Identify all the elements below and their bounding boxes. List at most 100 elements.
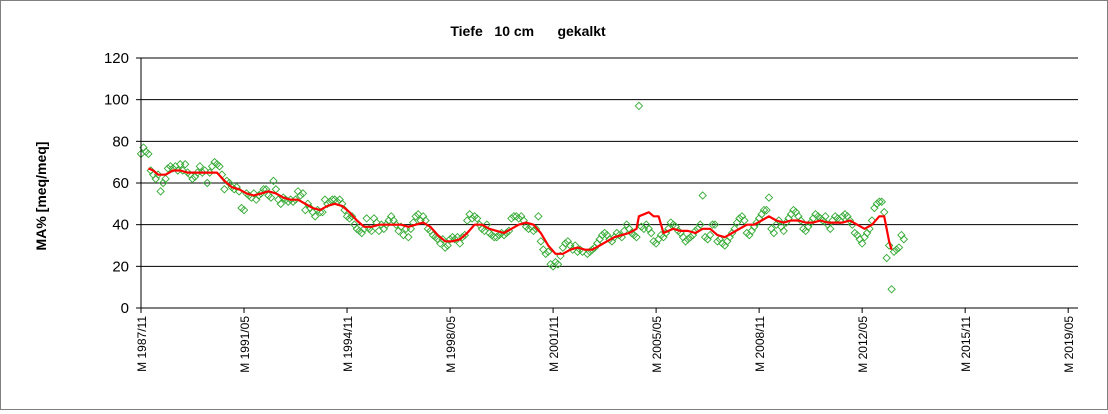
data-point xyxy=(740,216,749,225)
data-point xyxy=(796,216,806,225)
data-point xyxy=(534,212,543,221)
y-tick-label: 40 xyxy=(112,217,129,234)
data-point xyxy=(355,226,364,236)
x-tick-label: M 1991/05 xyxy=(238,316,252,373)
data-point xyxy=(696,220,705,229)
data-point xyxy=(298,189,308,198)
data-point xyxy=(708,220,717,229)
data-point xyxy=(276,199,286,209)
data-point xyxy=(524,224,533,234)
data-point xyxy=(347,212,357,221)
data-point xyxy=(894,243,904,252)
trend-line xyxy=(147,167,893,255)
data-point xyxy=(391,220,401,229)
data-point xyxy=(315,207,325,217)
data-point xyxy=(541,249,550,259)
data-point xyxy=(531,224,541,234)
data-point xyxy=(764,193,774,202)
data-point xyxy=(664,224,673,234)
data-point xyxy=(440,243,450,252)
data-point xyxy=(499,230,509,240)
x-tick-label: M 2005/05 xyxy=(650,316,664,373)
x-tick-label: M 1998/05 xyxy=(444,316,458,373)
data-point xyxy=(266,193,276,202)
data-point xyxy=(877,197,887,206)
data-point xyxy=(200,166,210,175)
data-point xyxy=(215,162,224,171)
data-point xyxy=(889,247,899,256)
x-tick-labels: M 1987/11 M 1991/05 M 1994/11 M 1998/05 M 20… xyxy=(135,316,1076,373)
data-point xyxy=(543,247,553,256)
data-point xyxy=(205,168,214,177)
chart-title: Tiefe 10 cm gekalkt xyxy=(450,23,606,39)
data-point xyxy=(492,232,501,242)
data-point xyxy=(178,166,187,175)
data-point xyxy=(561,239,570,248)
data-point xyxy=(899,235,909,244)
y-tick-labels: 0 20 40 60 80 100 120 xyxy=(104,50,129,317)
data-point xyxy=(470,212,479,221)
data-point xyxy=(345,214,354,223)
data-point xyxy=(882,253,891,263)
data-point xyxy=(857,239,867,248)
data-point xyxy=(472,214,482,223)
data-point xyxy=(514,214,523,223)
data-point xyxy=(480,226,489,236)
y-tick-label: 20 xyxy=(112,258,129,275)
x-tick-label: M 2001/11 xyxy=(547,316,561,372)
data-point xyxy=(762,205,771,215)
data-point xyxy=(249,189,259,198)
data-point xyxy=(220,185,229,194)
data-point xyxy=(700,232,710,242)
data-point xyxy=(879,207,889,217)
data-point xyxy=(323,199,332,209)
y-axis-label: MA% [meq/meq] xyxy=(33,142,49,251)
data-point xyxy=(742,228,752,238)
data-point xyxy=(759,205,769,215)
data-point xyxy=(362,214,371,223)
data-point xyxy=(887,285,896,294)
data-point xyxy=(840,210,850,219)
data-point xyxy=(826,224,835,234)
x-tick-label: M 2012/05 xyxy=(856,316,870,373)
x-tick-label: M 1994/11 xyxy=(341,316,355,372)
y-tick-label: 100 xyxy=(104,92,129,109)
data-point xyxy=(821,212,830,221)
data-point xyxy=(310,212,320,221)
data-point xyxy=(296,191,305,200)
data-point xyxy=(632,232,641,242)
y-tick-label: 120 xyxy=(104,50,129,67)
trend-line-group xyxy=(147,167,893,255)
data-point xyxy=(686,232,695,242)
data-point xyxy=(509,212,519,221)
data-point xyxy=(705,230,715,240)
data-point xyxy=(681,237,690,246)
data-point xyxy=(713,237,722,246)
data-point xyxy=(710,220,720,229)
data-point xyxy=(698,191,707,200)
data-point xyxy=(779,226,788,236)
data-point xyxy=(649,237,658,246)
y-tick-label: 80 xyxy=(112,133,129,150)
data-point xyxy=(399,230,408,240)
data-point xyxy=(583,249,592,259)
x-tick-label: M 2019/05 xyxy=(1062,316,1076,373)
y-tick-label: 0 xyxy=(121,300,129,317)
data-point xyxy=(413,210,423,219)
data-point xyxy=(683,235,693,244)
x-tick-label: M 2008/11 xyxy=(753,316,767,372)
data-point xyxy=(884,241,894,250)
data-point xyxy=(850,228,860,238)
data-point xyxy=(198,168,207,177)
data-point xyxy=(634,101,644,111)
data-point xyxy=(180,160,190,169)
y-tick-label: 60 xyxy=(112,175,129,192)
gridlines xyxy=(141,57,1078,267)
data-point xyxy=(553,260,563,269)
data-point xyxy=(156,187,165,196)
axes xyxy=(136,57,1078,313)
data-point xyxy=(404,232,413,242)
data-point xyxy=(769,228,779,238)
data-point xyxy=(507,214,516,223)
